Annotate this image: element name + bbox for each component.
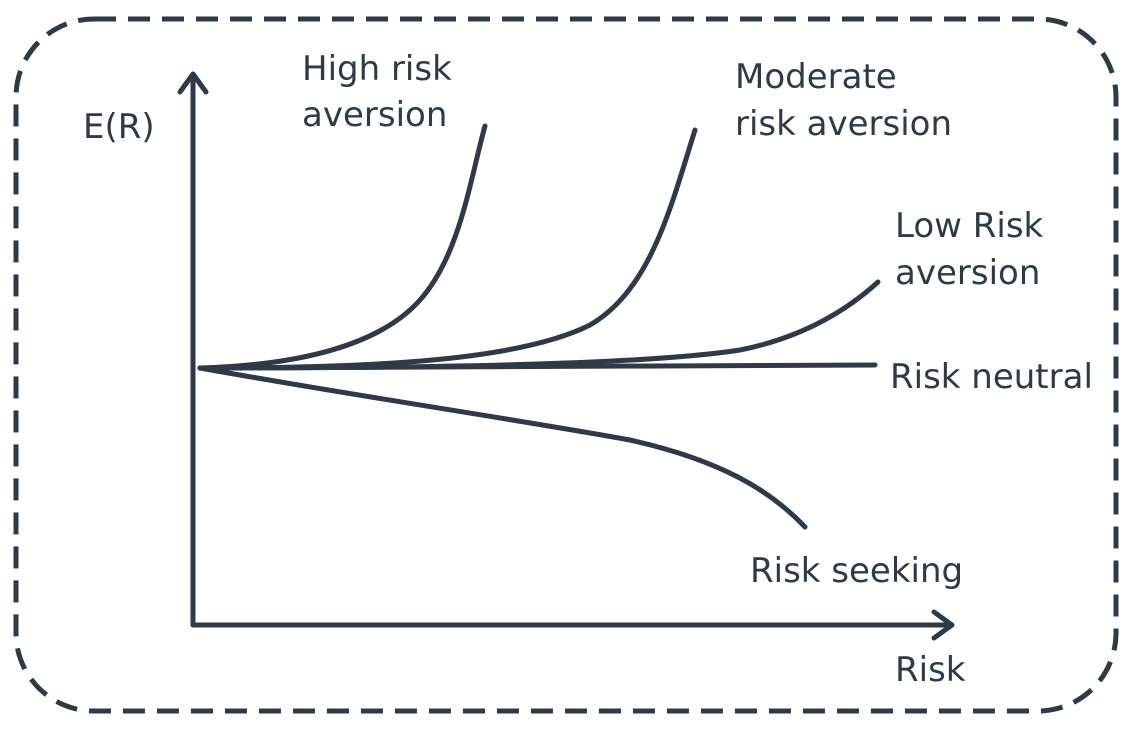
curve-risk-seeking bbox=[197, 365, 808, 530]
curve-high-risk-aversion bbox=[197, 123, 488, 371]
label-low-risk-aversion-line2: aversion bbox=[895, 253, 1040, 293]
label-low-risk-aversion-line1: Low Risk bbox=[895, 206, 1044, 246]
label-risk-seeking: Risk seeking bbox=[750, 551, 963, 591]
x-axis-arrow-icon bbox=[931, 609, 955, 641]
label-high-risk-aversion-line1: High risk bbox=[302, 49, 452, 89]
label-high-risk-aversion-line2: aversion bbox=[302, 95, 447, 135]
x-axis-label: Risk bbox=[895, 650, 966, 690]
dashed-frame bbox=[13, 16, 1119, 714]
label-moderate-risk-aversion-line2: risk aversion bbox=[735, 104, 952, 144]
y-axis-label: E(R) bbox=[83, 107, 155, 147]
y-axis-arrow-icon bbox=[177, 71, 209, 95]
label-risk-neutral: Risk neutral bbox=[890, 357, 1093, 397]
curve-risk-neutral bbox=[197, 362, 878, 371]
label-moderate-risk-aversion-line1: Moderate bbox=[735, 57, 897, 97]
curve-moderate-risk-aversion bbox=[197, 127, 698, 371]
